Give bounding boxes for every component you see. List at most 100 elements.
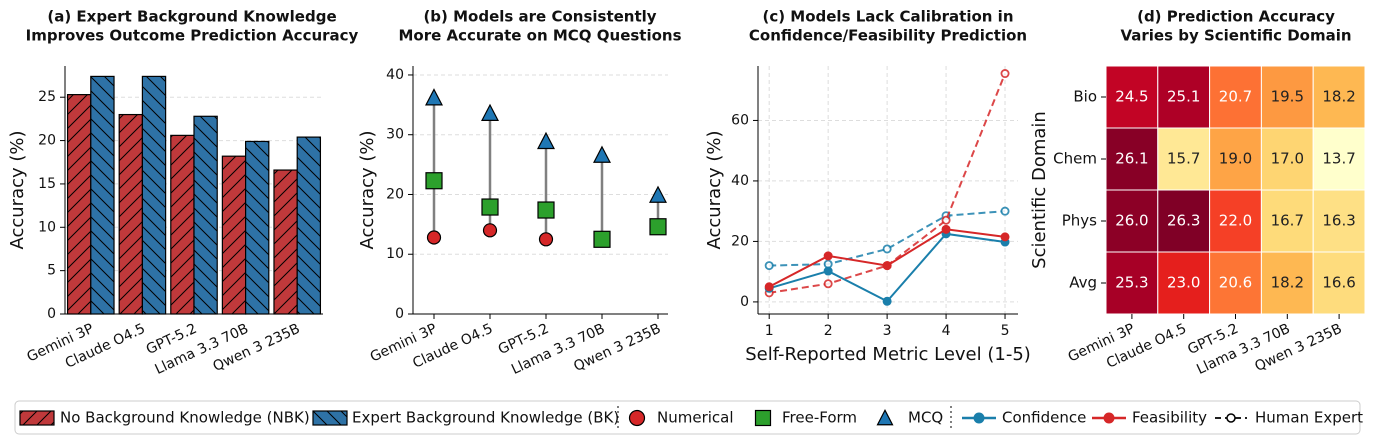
y-tick-label: Bio [1073, 88, 1097, 106]
bar [221, 155, 247, 315]
heat-cell [1260, 127, 1314, 191]
legend-label: MCQ [908, 409, 943, 427]
cell-label: 19.5 [1271, 88, 1304, 106]
cell-label: 24.5 [1115, 88, 1148, 106]
legend-label: Feasibility [1132, 409, 1207, 427]
chart-title: (a) Expert Background Knowledge [47, 8, 336, 26]
cell-label: 22.0 [1219, 212, 1252, 230]
bar [193, 115, 218, 315]
heat-cell [1157, 127, 1211, 191]
heat-cell [1209, 65, 1262, 129]
cell-label: 15.7 [1167, 150, 1200, 168]
y-tick-label: 0 [740, 294, 749, 310]
bar [296, 136, 322, 315]
point [823, 251, 833, 261]
human-point [941, 215, 951, 225]
y-tick-label: 15 [38, 176, 56, 192]
heat-cell [1157, 189, 1211, 253]
human-point [823, 279, 833, 289]
y-axis-label: Scientific Domain [1029, 111, 1050, 269]
cell-label: 25.3 [1115, 274, 1148, 292]
legend-label: Human Expert [1255, 409, 1363, 427]
x-tick-label: Llama 3.3 70B [509, 321, 607, 378]
heat-cell [1209, 127, 1262, 191]
cell-label: 26.1 [1115, 150, 1148, 168]
point [882, 261, 892, 271]
human-point [764, 261, 774, 271]
marker-circle [426, 230, 442, 245]
bar [90, 75, 115, 315]
marker-triangle [425, 88, 443, 106]
y-axis-label: Accuracy (%) [7, 130, 28, 249]
marker-square [425, 172, 443, 190]
y-tick-label: Avg [1069, 274, 1097, 292]
marker-triangle [649, 185, 667, 203]
chart-title: (c) Models Lack Calibration in [762, 8, 1013, 26]
y-tick-label: 20 [386, 186, 404, 202]
y-axis-label: Accuracy (%) [704, 130, 725, 249]
heat-cell [1260, 251, 1314, 315]
cell-label: 18.2 [1322, 88, 1355, 106]
chart-title: Confidence/Feasibility Prediction [749, 27, 1027, 45]
cell-label: 16.7 [1271, 212, 1304, 230]
legend-label: Expert Background Knowledge (BK) [352, 409, 619, 427]
marker-triangle [481, 103, 499, 122]
legend-label: No Background Knowledge (NBK) [60, 409, 310, 427]
legend-label: Numerical [657, 409, 734, 427]
y-tick-label: 0 [47, 306, 56, 322]
point [764, 282, 774, 292]
bar [66, 94, 92, 315]
cell-label: 20.7 [1219, 88, 1252, 106]
cell-label: 17.0 [1271, 150, 1304, 168]
chart-title: Improves Outcome Prediction Accuracy [26, 27, 359, 45]
x-axis-label: Self-Reported Metric Level (1-5) [745, 344, 1031, 365]
cell-label: 19.0 [1219, 150, 1252, 168]
cell-label: 26.0 [1115, 212, 1148, 230]
y-tick-label: 0 [395, 306, 404, 322]
legend-box [14, 400, 1361, 435]
marker-square [481, 198, 499, 216]
marker-circle [628, 409, 646, 427]
x-tick-label: 3 [883, 323, 892, 339]
marker-square [649, 218, 667, 236]
legend-marker [973, 412, 985, 424]
heat-cell [1157, 65, 1211, 129]
y-tick-label: 60 [731, 112, 749, 128]
y-tick-label: 40 [731, 173, 749, 189]
x-tick-label: 4 [942, 323, 951, 339]
y-tick-label: 25 [38, 89, 56, 105]
point [823, 266, 833, 276]
y-tick-label: Chem [1053, 150, 1097, 168]
y-tick-label: 20 [731, 233, 749, 249]
heat-cell [1260, 65, 1314, 129]
marker-square [593, 230, 611, 248]
y-tick-label: 40 [386, 67, 404, 83]
y-tick-label: 20 [38, 133, 56, 149]
marker-square [537, 201, 555, 219]
cell-label: 13.7 [1322, 150, 1355, 168]
chart-title: More Accurate on MCQ Questions [398, 27, 681, 45]
bar [245, 140, 270, 315]
x-tick-label: 5 [1001, 323, 1010, 339]
legend-label: Confidence [1002, 409, 1086, 427]
marker-triangle [876, 408, 894, 426]
marker-circle [482, 223, 498, 238]
point [882, 296, 892, 306]
legend-marker [1103, 412, 1115, 424]
marker-circle [538, 232, 554, 247]
point [941, 224, 951, 234]
cell-label: 25.1 [1167, 88, 1200, 106]
cell-label: 20.6 [1219, 274, 1252, 292]
bar [118, 113, 143, 315]
legend-label: Free-Form [782, 409, 857, 427]
x-tick-label: Qwen 3 235B [211, 321, 303, 375]
y-tick-label: 10 [386, 246, 404, 262]
marker-square [754, 409, 772, 427]
bar [170, 134, 195, 315]
bar [273, 169, 298, 315]
chart-title: (b) Models are Consistently [423, 8, 656, 26]
human-point [1000, 206, 1010, 216]
human-line [769, 73, 1006, 294]
